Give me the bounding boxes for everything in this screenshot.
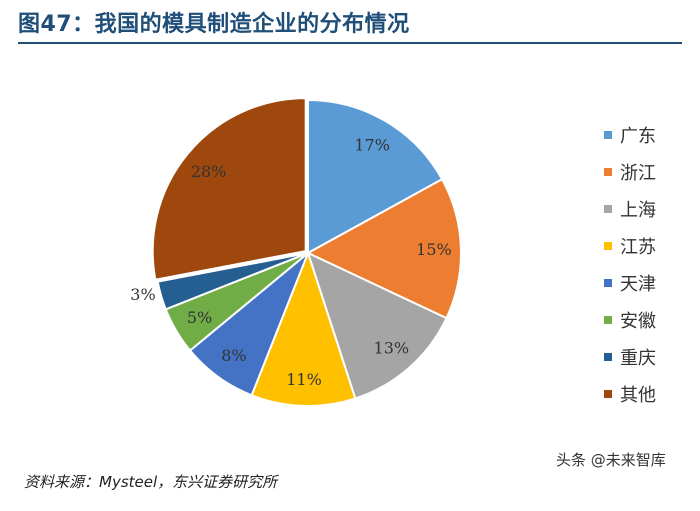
slice-data-label: 3% (130, 285, 155, 304)
legend-swatch (604, 167, 612, 176)
slice-data-label: 11% (286, 370, 322, 389)
slice-data-label: 17% (354, 136, 390, 155)
legend-label: 上海 (620, 199, 656, 221)
legend-item: 广东 (604, 116, 656, 153)
legend-item: 浙江 (604, 153, 656, 190)
legend-swatch (604, 241, 612, 250)
legend-item: 其他 (604, 375, 656, 412)
legend-label: 重庆 (620, 347, 656, 369)
pie-slice-2 (305, 177, 462, 320)
pie-slice-3 (306, 251, 448, 400)
legend-swatch (604, 352, 612, 361)
legend-item: 江苏 (604, 227, 656, 264)
legend-label: 其他 (620, 384, 656, 406)
chart-title: 图47：我国的模具制造企业的分布情况 (18, 12, 410, 37)
slice-data-label: 15% (416, 240, 452, 259)
pie-slice-4 (250, 250, 357, 407)
slice-data-label: 5% (187, 308, 212, 327)
pie-slices (151, 97, 462, 407)
legend-label: 天津 (620, 273, 656, 295)
legend-label: 浙江 (620, 162, 656, 184)
watermark: 头条 @未来智库 (556, 451, 666, 469)
chart-legend: 广东浙江上海江苏天津安徽重庆其他 (604, 116, 656, 412)
legend-item: 安徽 (604, 301, 656, 338)
legend-swatch (604, 389, 612, 398)
legend-swatch (604, 130, 612, 139)
legend-item: 上海 (604, 190, 656, 227)
legend-item: 天津 (604, 264, 656, 301)
pie-slice-7 (156, 252, 309, 311)
legend-item: 重庆 (604, 338, 656, 375)
legend-swatch (604, 204, 612, 213)
legend-label: 广东 (620, 125, 656, 147)
title-underline (18, 42, 682, 44)
legend-label: 江苏 (620, 236, 656, 258)
pie-slice-8 (151, 97, 307, 281)
legend-swatch (604, 315, 612, 324)
source-note: 资料来源：Mysteel，东兴证券研究所 (24, 473, 278, 491)
legend-swatch (604, 278, 612, 287)
slice-data-label: 8% (221, 346, 246, 365)
pie-labels: 17% 15% 13% 11% 8% 5% 3% 28% (130, 136, 451, 389)
legend-label: 安徽 (620, 310, 656, 332)
slice-data-label: 13% (374, 339, 410, 358)
pie-slice-1 (307, 98, 444, 255)
slice-data-label: 28% (191, 162, 227, 181)
